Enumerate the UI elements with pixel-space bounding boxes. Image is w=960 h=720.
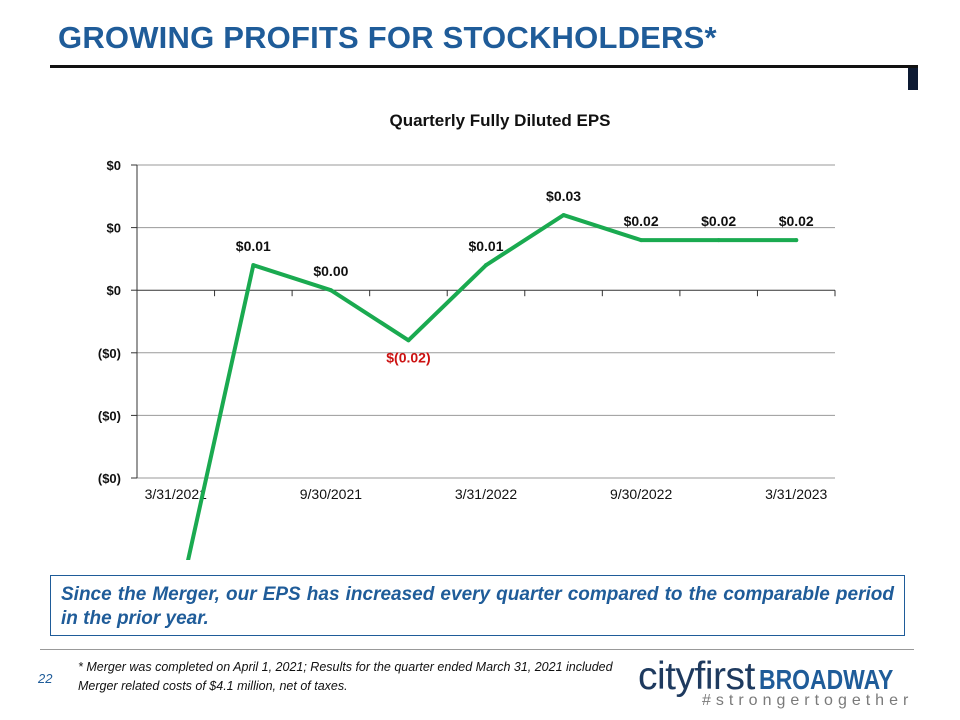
axes — [131, 164, 836, 479]
logo-tagline: #strongertogether — [702, 692, 914, 709]
data-label-7: $0.02 — [701, 213, 736, 229]
data-point-7 — [716, 238, 721, 243]
data-label-3: $(0.02) — [386, 349, 430, 365]
data-label-5: $0.03 — [546, 188, 581, 204]
data-point-2 — [328, 288, 333, 293]
data-point-3 — [406, 338, 411, 343]
data-point-6 — [639, 238, 644, 243]
data-point-4 — [484, 263, 488, 268]
cityfirst-broadway-logo: cityfirst BROADWAY #strongertogether — [638, 656, 910, 712]
data-label-4: $0.01 — [468, 238, 503, 254]
logo-cityfirst-text: cityfirst — [638, 655, 755, 698]
data-point-8 — [794, 238, 799, 243]
data-labels: $(0.13)$0.01$0.00$(0.02)$0.01$0.03$0.02$… — [236, 188, 814, 365]
x-tick-label-2: 3/31/2022 — [455, 486, 517, 502]
data-label-6: $0.02 — [624, 213, 659, 229]
footnote: * Merger was completed on April 1, 2021;… — [78, 660, 613, 693]
data-point-1 — [251, 263, 256, 268]
x-tick-label-3: 9/30/2022 — [610, 486, 672, 502]
x-tick-label-0: 3/31/2021 — [145, 486, 207, 502]
title-divider — [50, 65, 918, 68]
y-tick-label-5: ($0) — [98, 471, 121, 486]
logo-broadway-text: BROADWAY — [758, 664, 894, 695]
data-label-1: $0.01 — [236, 238, 271, 254]
data-point-5 — [561, 213, 566, 218]
y-tick-label-1: $0 — [107, 221, 121, 236]
page-number: 22 — [38, 671, 53, 686]
callout-box: Since the Merger, our EPS has increased … — [50, 575, 905, 636]
title-divider-notch — [908, 68, 918, 90]
slide-title: GROWING PROFITS FOR STOCKHOLDERS* — [58, 20, 717, 55]
eps-line-chart: Quarterly Fully Diluted EPS $0 $0 $0 ($0) ($… — [98, 111, 836, 560]
x-tick-label-1: 9/30/2021 — [300, 486, 362, 502]
x-axis-tick-labels: 3/31/2021 9/30/2021 3/31/2022 9/30/2022 3/31… — [145, 486, 828, 502]
chart-title: Quarterly Fully Diluted EPS — [389, 111, 610, 130]
eps-series — [186, 213, 799, 560]
footer-divider — [40, 649, 914, 650]
y-axis-tick-labels: $0 $0 $0 ($0) ($0) ($0) — [98, 158, 121, 486]
y-tick-label-3: ($0) — [98, 346, 121, 361]
y-tick-label-0: $0 — [107, 158, 121, 173]
x-tick-label-4: 3/31/2023 — [765, 486, 827, 502]
data-label-8: $0.02 — [779, 213, 814, 229]
data-label-2: $0.00 — [313, 263, 348, 279]
gridlines — [137, 164, 835, 479]
y-tick-label-4: ($0) — [98, 408, 121, 423]
y-tick-label-2: $0 — [107, 283, 121, 298]
